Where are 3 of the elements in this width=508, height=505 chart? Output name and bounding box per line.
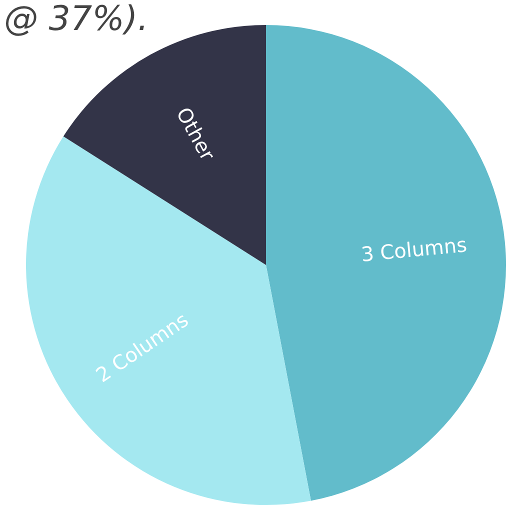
pie-slice (266, 25, 506, 501)
text: @ 37%). (4, 0, 148, 39)
slice-label: 3 Columns (360, 232, 468, 266)
